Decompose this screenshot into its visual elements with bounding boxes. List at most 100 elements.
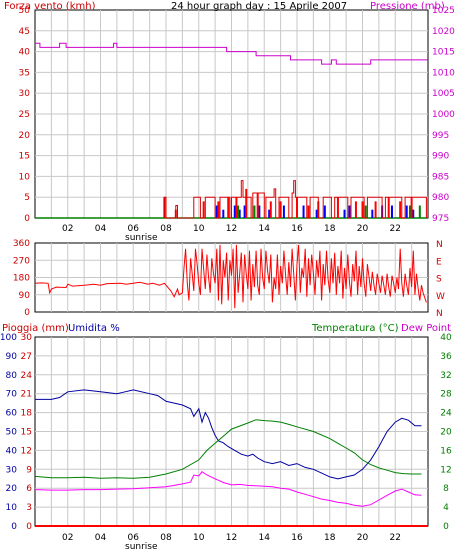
x-tick-label: 12	[226, 533, 237, 543]
x-tick-label: 08	[160, 533, 172, 543]
right-axis-title: Pressione (mb)	[370, 1, 445, 12]
humidity-temperature-chart: 0369121518212427300102030405060708090100…	[0, 323, 452, 552]
left-y-tick-label: 40	[19, 48, 31, 58]
humidity-tick-label: 40	[6, 446, 18, 456]
dew-point-line	[34, 471, 422, 507]
pressure-line	[35, 42, 428, 65]
rain-tick-label: 15	[21, 428, 32, 438]
x-tick-label: 22	[390, 224, 401, 234]
x-tick-label: 14	[259, 224, 271, 234]
right-y-tick-label: 1010	[432, 68, 455, 78]
humidity-tick-label: 50	[6, 428, 18, 438]
dewpoint-axis-title: Dew Point	[401, 323, 451, 334]
sunrise-label-top: sunrise	[125, 233, 158, 243]
right-y-tick-label: 1020	[432, 27, 455, 37]
humidity-tick-label: 10	[6, 503, 18, 513]
humidity-tick-label: 80	[6, 371, 18, 381]
wind-gust-line	[163, 180, 427, 219]
x-tick-label: 02	[62, 224, 73, 234]
right-y-tick-label: 1015	[432, 48, 455, 58]
humidity-tick-label: 0	[11, 522, 17, 532]
x-tick-label: 04	[95, 533, 107, 543]
direction-tick-label: 360	[13, 239, 30, 249]
rain-tick-label: 9	[26, 465, 32, 475]
x-tick-label: 14	[259, 533, 271, 543]
x-tick-label: 06	[128, 224, 140, 234]
temperature-tick-label: 24	[440, 409, 452, 419]
right-y-tick-label: 1025	[432, 6, 455, 16]
temperature-tick-label: 36	[440, 352, 452, 362]
x-tick-label: 12	[226, 224, 237, 234]
rain-tick-label: 6	[26, 484, 32, 494]
left-y-tick-label: 0	[24, 214, 30, 224]
rain-tick-label: 24	[21, 371, 33, 381]
temperature-tick-label: 16	[440, 446, 452, 456]
temperature-line	[34, 419, 422, 479]
left-y-tick-label: 45	[19, 27, 30, 37]
left-y-tick-label: 35	[19, 68, 30, 78]
rain-tick-label: 27	[21, 352, 32, 362]
compass-tick-label: E	[436, 257, 442, 267]
rain-tick-label: 0	[26, 522, 32, 532]
temperature-axis-title: Temperatura (°C)	[311, 323, 399, 334]
humidity-tick-label: 100	[0, 333, 17, 343]
direction-tick-label: 0	[24, 308, 30, 318]
x-tick-label: 16	[291, 224, 303, 234]
x-tick-label: 10	[193, 224, 205, 234]
x-tick-label: 16	[291, 533, 303, 543]
right-y-tick-label: 990	[432, 152, 449, 162]
chart-title: 24 hour graph day : 15 Aprile 2007	[171, 1, 347, 12]
x-tick-label: 06	[128, 533, 140, 543]
rain-tick-label: 30	[21, 333, 33, 343]
right-y-tick-label: 1005	[432, 89, 455, 99]
temperature-tick-label: 32	[440, 371, 451, 381]
rain-tick-label: 18	[21, 409, 33, 419]
compass-tick-label: N	[436, 309, 443, 319]
left-y-tick-label: 5	[24, 193, 30, 203]
x-tick-label: 02	[62, 533, 73, 543]
x-tick-label: 18	[324, 224, 336, 234]
left-y-tick-label: 15	[19, 152, 30, 162]
temperature-tick-label: 4	[443, 503, 449, 513]
x-tick-label: 22	[390, 533, 401, 543]
temperature-tick-label: 20	[440, 428, 452, 438]
rain-axis-title: Pioggia (mm)	[2, 323, 69, 334]
left-y-tick-label: 25	[19, 110, 30, 120]
temperature-tick-label: 28	[440, 390, 452, 400]
temperature-tick-label: 40	[440, 333, 452, 343]
humidity-axis-title: Umidita %	[68, 323, 120, 334]
right-y-tick-label: 995	[432, 131, 449, 141]
left-y-tick-label: 10	[19, 172, 31, 182]
direction-tick-label: 270	[13, 256, 30, 266]
humidity-tick-label: 20	[6, 484, 18, 494]
compass-tick-label: N	[436, 240, 443, 250]
right-y-tick-label: 985	[432, 172, 449, 182]
compass-tick-label: S	[436, 275, 442, 285]
x-tick-label: 08	[160, 224, 172, 234]
right-y-tick-label: 975	[432, 214, 449, 224]
sunrise-label-bottom: sunrise	[125, 542, 158, 552]
x-tick-label: 04	[95, 224, 107, 234]
temperature-tick-label: 0	[443, 522, 449, 532]
direction-tick-label: 90	[19, 291, 31, 301]
x-tick-label: 20	[357, 533, 369, 543]
x-tick-label: 20	[357, 224, 369, 234]
humidity-tick-label: 70	[6, 390, 18, 400]
rain-tick-label: 21	[21, 390, 32, 400]
humidity-tick-label: 30	[6, 465, 18, 475]
right-y-tick-label: 980	[432, 193, 449, 203]
humidity-tick-label: 90	[6, 352, 18, 362]
temperature-tick-label: 8	[443, 484, 449, 494]
wind-direction-line	[34, 244, 427, 309]
left-y-tick-label: 50	[19, 6, 31, 16]
rain-tick-label: 3	[26, 503, 32, 513]
direction-tick-label: 180	[13, 274, 30, 284]
compass-tick-label: W	[436, 292, 445, 302]
rain-tick-label: 12	[21, 446, 32, 456]
left-axis-title: Forza vento (kmh)	[4, 1, 96, 12]
right-y-tick-label: 1000	[432, 110, 455, 120]
